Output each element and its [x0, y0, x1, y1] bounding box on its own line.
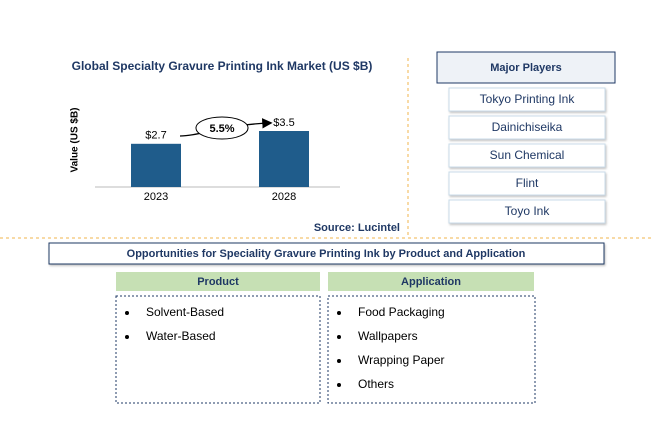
- player-box: [448, 199, 606, 224]
- list-item: Food Packaging: [358, 305, 445, 319]
- bullet: [337, 311, 341, 315]
- value-label: $2.7: [145, 130, 166, 142]
- opportunities-title: Opportunities for Speciality Gravure Pri…: [127, 248, 526, 260]
- product-box: [115, 295, 321, 404]
- player-box: [448, 115, 606, 140]
- application-box: [327, 295, 536, 404]
- players-title: Major Players: [490, 62, 562, 74]
- bar: [259, 131, 309, 187]
- x-tick-label: 2023: [144, 191, 168, 203]
- list-item: Solvent-Based: [146, 305, 224, 319]
- player-name: Sun Chemical: [490, 148, 565, 162]
- player-name: Dainichiseika: [492, 120, 563, 134]
- players-header: [436, 51, 616, 84]
- player-box: [448, 87, 606, 112]
- bullet: [337, 383, 341, 387]
- application-title: Application: [401, 276, 461, 288]
- bullet: [337, 359, 341, 363]
- cagr-ellipse: [195, 116, 249, 140]
- bullet: [125, 311, 129, 315]
- list-item: Wrapping Paper: [358, 353, 445, 367]
- bullet: [337, 335, 341, 339]
- player-box: [448, 171, 606, 196]
- player-name: Flint: [516, 176, 539, 190]
- list-item: Others: [358, 377, 394, 391]
- opportunities-header: [48, 242, 605, 265]
- y-axis-label: Value (US $B): [70, 107, 81, 172]
- chart-title: Global Specialty Gravure Printing Ink Ma…: [72, 59, 373, 73]
- list-item: Water-Based: [146, 329, 216, 343]
- player-name: Toyo Ink: [505, 204, 551, 218]
- player-box: [448, 143, 606, 168]
- x-tick-label: 2028: [272, 191, 296, 203]
- application-header: [328, 272, 534, 291]
- product-title: Product: [197, 276, 239, 288]
- value-label: $3.5: [273, 117, 294, 129]
- product-header: [116, 272, 320, 291]
- list-item: Wallpapers: [358, 329, 418, 343]
- bar: [131, 143, 181, 187]
- bullet: [125, 335, 129, 339]
- cagr-label: 5.5%: [209, 123, 234, 135]
- player-name: Tokyo Printing Ink: [480, 92, 576, 106]
- source: Source: Lucintel: [314, 222, 400, 234]
